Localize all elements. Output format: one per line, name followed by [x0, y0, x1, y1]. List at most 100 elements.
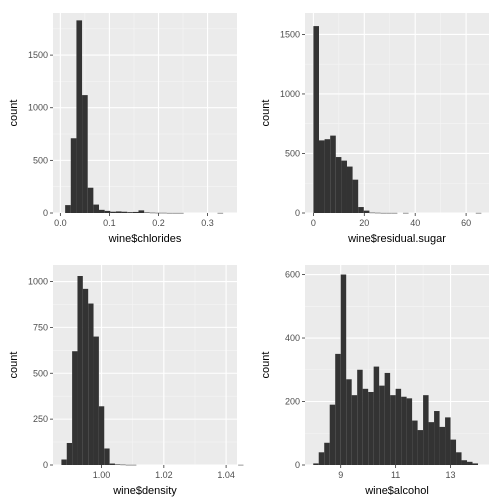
y-tick-label: 1000: [28, 103, 48, 113]
histogram-bar: [104, 448, 110, 465]
histogram-bar: [357, 369, 363, 465]
x-tick-label: 0: [311, 218, 316, 228]
y-tick-label: 500: [33, 368, 48, 378]
histogram-bar: [369, 212, 375, 214]
histogram-bar: [445, 417, 451, 465]
histogram-bar: [125, 464, 132, 466]
histogram-bar: [391, 212, 398, 214]
x-tick-label: 0.2: [152, 218, 165, 228]
histogram-bar: [217, 212, 224, 214]
y-tick-label: 1500: [28, 50, 48, 60]
histogram-bar: [77, 276, 83, 465]
histogram-bar: [138, 210, 145, 213]
x-tick-label: 1.02: [155, 470, 173, 480]
alcohol-x-axis-title: wine$alcohol: [364, 485, 429, 497]
histogram-bar: [131, 464, 137, 466]
histogram-bar: [428, 422, 435, 465]
x-tick-label: 60: [461, 218, 471, 228]
histogram-bar: [374, 212, 381, 214]
histogram-bar: [368, 391, 374, 465]
histogram-bar: [373, 366, 380, 465]
y-tick-label: 1500: [280, 29, 300, 39]
x-tick-label: 1.04: [217, 470, 235, 480]
histogram-bar: [82, 288, 89, 465]
x-tick-label: 20: [359, 218, 369, 228]
y-tick-label: 0: [295, 208, 300, 218]
y-tick-label: 600: [285, 270, 300, 280]
histogram-bar: [417, 430, 424, 465]
histogram-bar: [114, 464, 121, 465]
histogram-bar: [412, 420, 418, 465]
histogram-bar: [362, 388, 369, 465]
residual-sugar-x-axis-title: wine$residual.sugar: [347, 233, 446, 245]
density-y-axis-title: count: [8, 352, 20, 379]
histogram-bar: [461, 460, 468, 465]
histogram-bar: [335, 353, 341, 465]
histogram-bar: [351, 395, 358, 465]
x-tick-label: 9: [338, 470, 343, 480]
histogram-bar: [406, 398, 413, 465]
histogram-bar: [104, 210, 111, 213]
y-tick-label: 1000: [280, 89, 300, 99]
alcohol-y-axis-title: count: [260, 352, 272, 379]
chart-alcohol-svg: 0 200 400 600 9 11 13 wine$alcohol count: [260, 265, 489, 497]
x-tick-label: 40: [410, 218, 420, 228]
histogram-bar: [177, 212, 184, 214]
histogram-bar: [363, 210, 370, 213]
chart-chlorides-svg: 0 500 1000 1500 0.0 0.1 0.2 0.3 wine$chlorides co…: [8, 13, 237, 245]
histogram-bar: [70, 138, 77, 213]
x-tick-label: 11: [391, 470, 400, 480]
histogram-bar: [72, 351, 78, 465]
histogram-bar: [390, 395, 396, 465]
histogram-bar: [149, 212, 156, 214]
x-tick-label: 13: [446, 470, 456, 480]
histogram-bar: [121, 211, 128, 213]
histogram-bar: [450, 439, 457, 465]
y-tick-label: 500: [285, 148, 300, 158]
histogram-bar: [93, 204, 99, 213]
y-tick-label: 400: [285, 333, 300, 343]
histogram-bar: [352, 179, 359, 213]
residual-sugar-y-axis-title: count: [260, 100, 272, 127]
chlorides-x-axis-title: wine$chlorides: [108, 233, 182, 245]
histogram-bar: [318, 452, 325, 465]
histogram-bar: [335, 157, 342, 213]
histogram-bar: [346, 379, 352, 465]
y-tick-label: 0: [295, 460, 300, 470]
histogram-bar: [238, 464, 244, 466]
histogram-bar: [82, 95, 88, 213]
histogram-bar: [110, 211, 116, 213]
x-tick-label: 0.3: [201, 218, 214, 228]
histogram-bar: [65, 205, 71, 213]
histogram-bar: [434, 411, 440, 465]
histogram-bar: [329, 404, 336, 465]
x-tick-label: 0.1: [103, 218, 116, 228]
histogram-bar: [358, 207, 364, 213]
histogram-bar: [324, 442, 330, 465]
x-tick-label: 1.00: [93, 470, 111, 480]
y-tick-label: 1000: [28, 277, 48, 287]
histogram-bar: [324, 139, 331, 213]
histogram-bar: [379, 385, 385, 465]
histogram-bar: [166, 212, 173, 214]
histogram-bar: [380, 212, 387, 214]
chart-chlorides: 0 500 1000 1500 0.0 0.1 0.2 0.3 wine$chlorides co…: [0, 0, 252, 252]
histogram-bar: [161, 212, 167, 214]
chart-alcohol: 0 200 400 600 9 11 13 wine$alcohol count: [252, 252, 504, 504]
chart-density: 0 250 500 750 1000 1.00 1.02 1.04 wine$density co…: [0, 252, 252, 504]
histogram-bar: [384, 372, 391, 465]
x-tick-label: 0.0: [54, 218, 67, 228]
y-tick-label: 250: [33, 414, 48, 424]
y-tick-label: 0: [43, 208, 48, 218]
y-tick-label: 750: [33, 322, 48, 332]
histogram-bar: [109, 463, 115, 465]
histogram-bar: [144, 212, 150, 213]
y-tick-label: 200: [285, 397, 300, 407]
y-tick-label: 0: [43, 460, 48, 470]
histogram-bar: [330, 135, 336, 213]
density-x-axis-title: wine$density: [112, 485, 177, 497]
histogram-bar: [88, 303, 94, 465]
histogram-bar: [66, 442, 73, 465]
histogram-bar: [386, 212, 392, 214]
histogram-bar: [346, 166, 353, 213]
